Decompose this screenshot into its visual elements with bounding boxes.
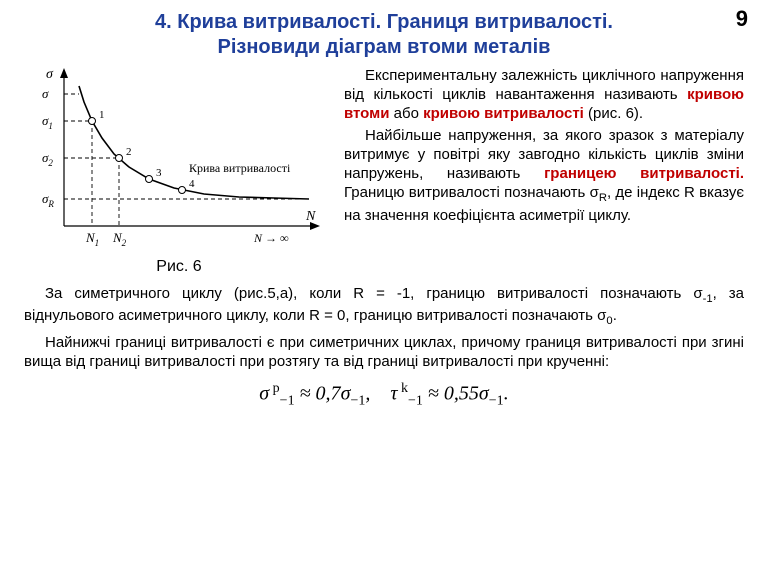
term-endurance-limit: границею витривалості. <box>544 165 744 182</box>
svg-text:σ: σ <box>46 67 54 82</box>
svg-text:N1: N1 <box>85 230 99 248</box>
p1-mid: або <box>389 105 423 122</box>
paragraph-1: Експериментальну залежність циклічного н… <box>344 66 744 124</box>
p1-post: (рис. 6). <box>584 105 643 122</box>
svg-text:2: 2 <box>126 146 132 158</box>
p2-post-a: Границю витривалості позначають σ <box>344 184 599 201</box>
svg-text:Крива витривалості: Крива витривалості <box>189 161 291 175</box>
endurance-curve-figure: σ N N → ∞ σ σ1 σ2 σR N1 N2 Крива витривалості 1 2 3 4 <box>24 66 324 256</box>
p3-c: . <box>613 307 617 324</box>
page-number: 9 <box>736 6 748 32</box>
svg-text:4: 4 <box>189 178 195 190</box>
sigma-r-sub: R <box>599 192 607 204</box>
lower-text: За симетричного циклу (рис.5,а), коли R … <box>24 284 744 371</box>
p3-a: За симетричного циклу (рис.5,а), коли R … <box>45 285 703 302</box>
top-row: σ N N → ∞ σ σ1 σ2 σR N1 N2 Крива витривалості 1 2 3 4… <box>24 66 744 276</box>
svg-text:N: N <box>305 209 316 224</box>
svg-text:3: 3 <box>156 167 162 179</box>
page-title: 4. Крива витривалості. Границя витривало… <box>24 10 744 60</box>
right-text-column: Експериментальну залежність циклічного н… <box>344 66 744 276</box>
figure-column: σ N N → ∞ σ σ1 σ2 σR N1 N2 Крива витривалості 1 2 3 4… <box>24 66 334 276</box>
paragraph-2: Найбільше напруження, за якого зразок з … <box>344 126 744 225</box>
p3-sub1: -1 <box>703 293 713 305</box>
svg-text:N2: N2 <box>112 230 127 248</box>
formula-row: σ p−1 ≈ 0,7σ−1, τ k−1 ≈ 0,55σ−1. <box>24 381 744 410</box>
svg-text:σ1: σ1 <box>42 113 53 131</box>
p1-pre: Експериментальну залежність циклічного н… <box>344 67 744 103</box>
paragraph-3: За симетричного циклу (рис.5,а), коли R … <box>24 284 744 329</box>
svg-text:σ2: σ2 <box>42 150 53 168</box>
svg-text:1: 1 <box>99 109 105 121</box>
term-endurance-curve: кривою витривалості <box>423 105 584 122</box>
svg-text:σR: σR <box>42 191 54 209</box>
paragraph-4: Найнижчі границі витривалості є при симе… <box>24 333 744 371</box>
figure-caption: Рис. 6 <box>24 258 334 276</box>
svg-text:N → ∞: N → ∞ <box>253 231 289 245</box>
svg-text:σ: σ <box>42 86 49 101</box>
